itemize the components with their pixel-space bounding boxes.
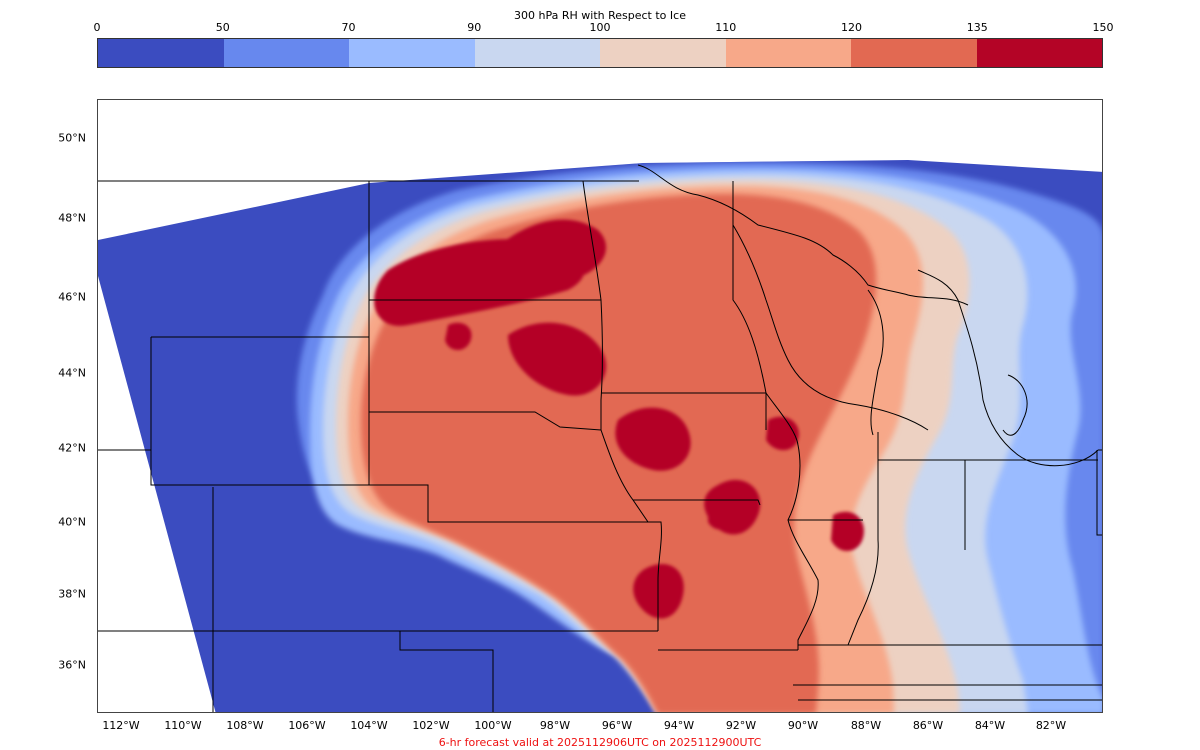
- colorbar-segment: [851, 39, 977, 67]
- rh-band-120: [361, 194, 877, 712]
- longitude-label: 82°W: [1035, 719, 1067, 732]
- latitude-label: 36°N: [58, 658, 86, 672]
- colorbar-segment: [349, 39, 475, 67]
- longitude-label: 112°W: [102, 719, 140, 732]
- colorbar-segment: [600, 39, 726, 67]
- latitude-label: 50°N: [58, 131, 86, 145]
- latitude-label: 42°N: [58, 441, 86, 455]
- colorbar-tick-label: 90: [467, 21, 482, 34]
- colorbar-segment: [976, 39, 1102, 67]
- longitude-label: 110°W: [164, 719, 202, 732]
- forecast-valid-caption: 6-hr forecast valid at 2025112906UTC on …: [438, 736, 762, 749]
- longitude-label: 108°W: [226, 719, 264, 732]
- longitude-label: 106°W: [288, 719, 326, 732]
- colorbar-tick-label: 110: [715, 21, 737, 34]
- longitude-label: 98°W: [539, 719, 571, 732]
- state-borders: [98, 164, 1102, 712]
- colorbar-segment: [98, 39, 224, 67]
- colorbar-tick-label: 150: [1092, 21, 1114, 34]
- colorbar-tick-label: 70: [341, 21, 356, 34]
- longitude-label: 100°W: [474, 719, 512, 732]
- longitude-label: 102°W: [412, 719, 450, 732]
- longitude-label: 84°W: [974, 719, 1006, 732]
- latitude-label: 38°N: [58, 587, 86, 601]
- longitude-label: 94°W: [663, 719, 695, 732]
- longitude-label: 90°W: [787, 719, 819, 732]
- latitude-label: 48°N: [58, 211, 86, 225]
- longitude-label: 86°W: [912, 719, 944, 732]
- map-frame: [97, 99, 1103, 713]
- colorbar-tick-label: 120: [841, 21, 862, 34]
- colorbar-tick-label: 50: [215, 21, 230, 34]
- longitude-label: 88°W: [850, 719, 882, 732]
- latitude-label: 40°N: [58, 515, 86, 529]
- colorbar-tick-label: 0: [93, 21, 101, 34]
- colorbar-segment: [725, 39, 851, 67]
- colorbar: [97, 38, 1103, 68]
- colorbar-segment: [474, 39, 600, 67]
- latitude-label: 44°N: [58, 366, 86, 380]
- rh-max-blobs: [374, 219, 864, 619]
- colorbar-tick-label: 100: [589, 21, 611, 34]
- colorbar-tick-label: 135: [966, 21, 988, 34]
- colorbar-segment: [223, 39, 349, 67]
- rh-map: [98, 160, 1102, 712]
- longitude-label: 92°W: [725, 719, 757, 732]
- latitude-label: 46°N: [58, 290, 86, 304]
- colorbar-title: 300 hPa RH with Respect to Ice: [514, 9, 686, 22]
- longitude-label: 104°W: [350, 719, 388, 732]
- longitude-label: 96°W: [601, 719, 633, 732]
